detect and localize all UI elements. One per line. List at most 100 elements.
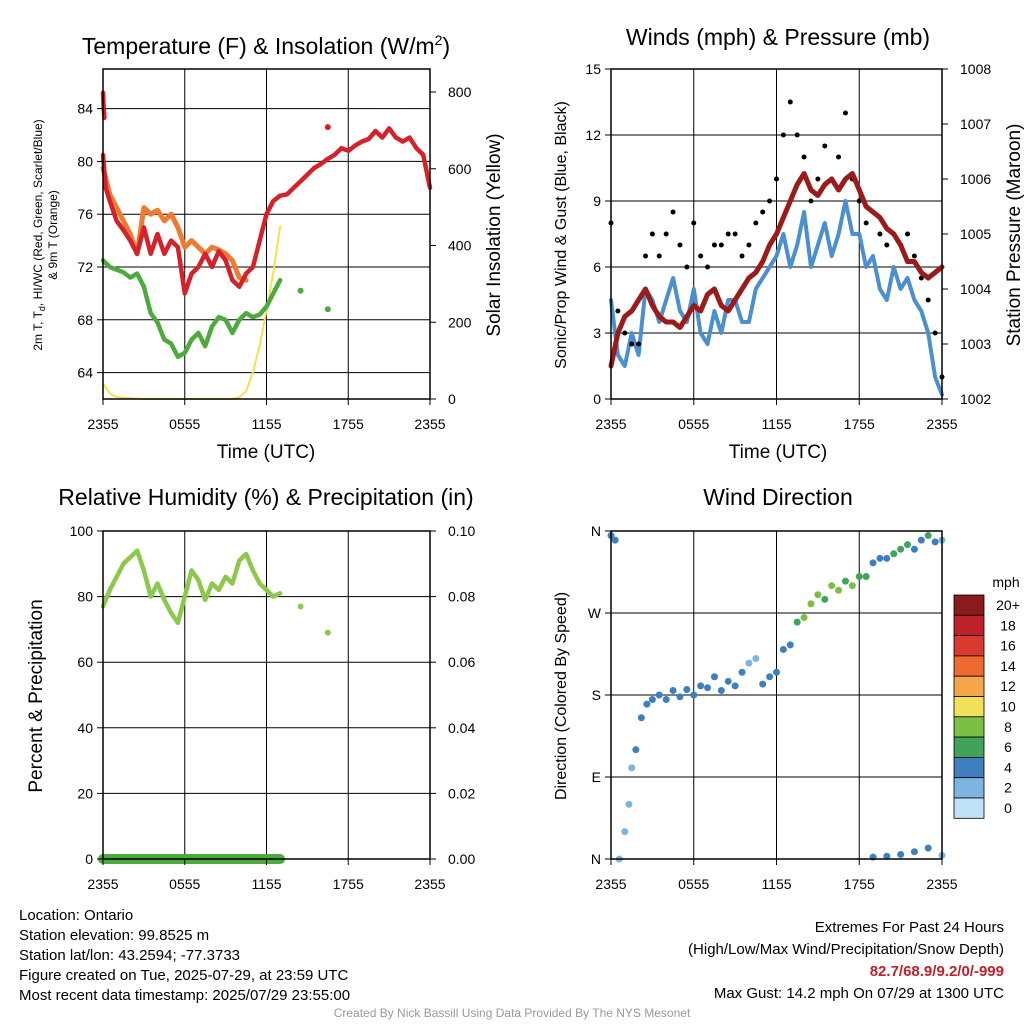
legend-label: 4 xyxy=(1004,759,1012,775)
direction-point xyxy=(910,848,918,856)
gust-point xyxy=(905,231,911,237)
direction-point xyxy=(828,582,836,590)
gust-point xyxy=(884,242,890,248)
legend-swatch xyxy=(953,696,985,718)
humidity-axes: 2355 0555 1155 1755 2355 0 20 40 60 80 100 0.00 0.02… xyxy=(70,523,476,892)
direction-axes: 2355 0555 1155 1755 2355 N E S W N xyxy=(588,523,958,892)
y-tick-label: S xyxy=(592,687,601,703)
legend-title: mph xyxy=(992,574,1019,590)
legend-swatch xyxy=(953,675,985,697)
direction-point xyxy=(731,682,739,690)
y2-tick-label: 1003 xyxy=(960,336,991,352)
temperature-series xyxy=(100,90,433,400)
gust-point xyxy=(698,253,704,259)
humidity-ylabel-left: Percent & Precipitation xyxy=(26,599,47,792)
gust-point xyxy=(822,143,828,149)
dewpoint-point xyxy=(297,287,304,294)
gust-point xyxy=(642,253,648,259)
direction-point xyxy=(924,532,932,540)
direction-point xyxy=(669,686,677,694)
dewpoint-line xyxy=(100,258,283,360)
x-tick-label: 2355 xyxy=(926,876,957,892)
legend-label: 2 xyxy=(1004,780,1012,796)
y2-tick-label: 0.00 xyxy=(448,851,475,867)
direction-point xyxy=(643,700,651,708)
winds-axes: 2355 0555 1155 1755 2355 0 3 6 9 12 15 1002 1003 1004… xyxy=(585,61,991,432)
y2-tick-label: 1008 xyxy=(960,61,991,77)
y-tick-label: 20 xyxy=(77,785,93,801)
x-tick-label: 1155 xyxy=(251,876,281,892)
gust-point xyxy=(787,99,793,105)
temperature-ylabel-right: Solar Insolation (Yellow) xyxy=(484,133,505,336)
gust-point xyxy=(918,275,924,281)
legend-label: 12 xyxy=(1000,678,1016,694)
winds-panel: Winds (mph) & Pressure (mb) 2355 0555 1155… xyxy=(553,24,1024,463)
x-tick-label: 2355 xyxy=(414,416,445,432)
legend-swatch xyxy=(953,736,985,758)
direction-point xyxy=(897,850,905,858)
direction-point xyxy=(910,545,918,553)
y-tick-label: 80 xyxy=(77,153,93,169)
x-tick-label: 1155 xyxy=(761,876,791,892)
y-tick-label: 84 xyxy=(77,101,93,117)
y2-tick-label: 0 xyxy=(448,391,456,407)
temperature-xlabel: Time (UTC) xyxy=(217,442,316,463)
temperature-axes: 2355 0555 1155 1755 2355 64 68 72 76 80 84 0 200 400 6… xyxy=(77,68,472,432)
y-tick-label: N xyxy=(591,523,601,539)
legend-label: 16 xyxy=(1000,638,1016,654)
gust-point xyxy=(739,253,745,259)
direction-point xyxy=(779,645,787,653)
gust-point xyxy=(629,341,635,347)
humidity-title: Relative Humidity (%) & Precipitation (i… xyxy=(58,484,473,510)
y-tick-label: N xyxy=(591,851,601,867)
y-tick-label: 0 xyxy=(593,391,601,407)
direction-point xyxy=(637,714,645,722)
wind-line xyxy=(609,199,944,397)
y2-tick-label: 0.04 xyxy=(448,720,475,736)
legend-swatch xyxy=(953,716,985,738)
x-tick-label: 2355 xyxy=(87,416,118,432)
y-tick-label: 100 xyxy=(70,523,94,539)
direction-point xyxy=(855,573,863,581)
y-tick-label: 72 xyxy=(77,259,93,275)
temperature-point xyxy=(324,124,331,131)
gust-point xyxy=(780,132,786,138)
direction-point xyxy=(897,545,905,553)
gust-point xyxy=(842,110,848,116)
gust-point xyxy=(622,330,628,336)
humidity-point xyxy=(324,629,331,636)
direction-point xyxy=(890,550,898,558)
legend-label: 20+ xyxy=(996,597,1020,613)
direction-point xyxy=(611,536,619,544)
winds-ylabel-right: Station Pressure (Maroon) xyxy=(1004,124,1024,347)
y2-tick-label: 0.10 xyxy=(448,523,475,539)
direction-legend: mph 20+ 18 16 14 12 10 8 6 4 2 0 xyxy=(953,574,1020,819)
legend-swatch xyxy=(953,594,985,616)
x-tick-label: 1155 xyxy=(761,416,791,432)
figure-created: Figure created on Tue, 2025-07-29, at 23… xyxy=(19,967,349,984)
x-tick-label: 1155 xyxy=(251,416,281,432)
humidity-panel: Relative Humidity (%) & Precipitation (i… xyxy=(26,484,475,892)
extremes-box: Extremes For Past 24 Hours (High/Low/Max… xyxy=(688,917,1004,1005)
legend-swatch xyxy=(953,797,985,819)
direction-point xyxy=(628,764,636,772)
gust-point xyxy=(925,297,931,303)
gust-point xyxy=(815,176,821,182)
gust-point xyxy=(677,242,683,248)
direction-point xyxy=(724,677,732,685)
direction-point xyxy=(924,844,932,852)
gust-point xyxy=(760,209,766,215)
gust-point xyxy=(656,253,662,259)
x-tick-label: 0555 xyxy=(678,416,709,432)
legend-swatch xyxy=(953,777,985,799)
y-tick-label: 64 xyxy=(77,365,93,381)
gust-point xyxy=(774,176,779,182)
direction-point xyxy=(676,693,684,701)
gust-point xyxy=(863,220,869,226)
y2-tick-label: 1006 xyxy=(960,171,991,187)
x-tick-label: 1755 xyxy=(333,876,364,892)
gust-point xyxy=(856,198,862,204)
direction-point xyxy=(869,559,877,567)
credit-line: Created By Nick Bassill Using Data Provi… xyxy=(333,1006,691,1020)
